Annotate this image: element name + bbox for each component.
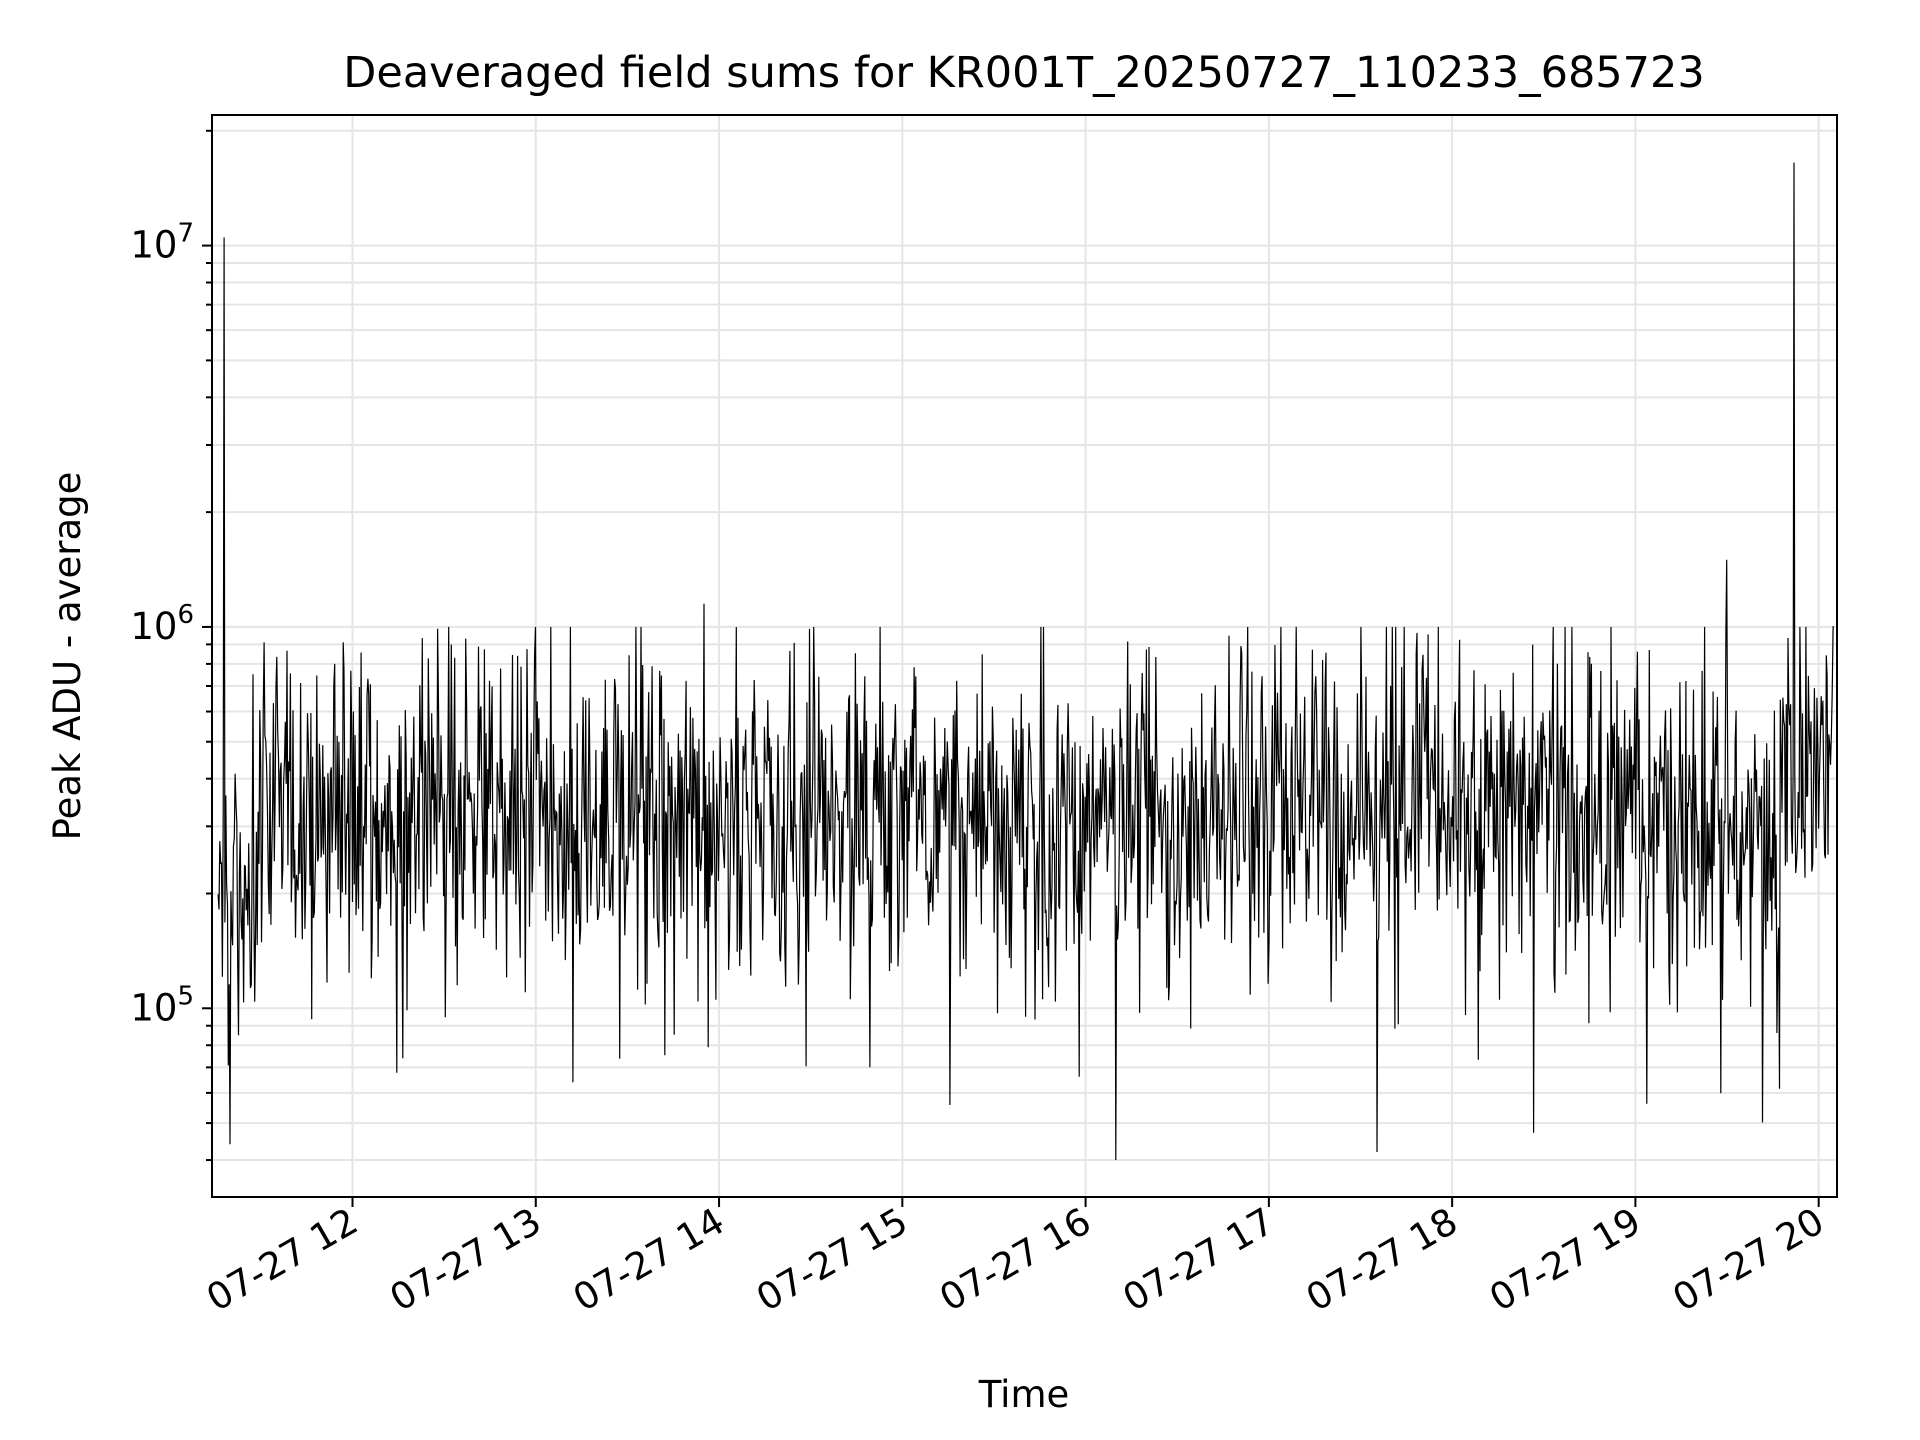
y-axis-label: Peak ADU - average [46,472,89,841]
x-axis-label: Time [978,1373,1070,1416]
series-line [217,162,1834,1161]
y-tick-label: 107 [130,219,194,267]
series-line-path [217,162,1834,1161]
plot-frame [211,114,1838,1198]
y-tick-label: 105 [130,981,194,1029]
y-tick-label: 106 [130,600,194,648]
y-axis: 105 106 107 [130,129,212,1162]
chart-title: Deaveraged field sums for KR001T_2025072… [343,48,1705,98]
